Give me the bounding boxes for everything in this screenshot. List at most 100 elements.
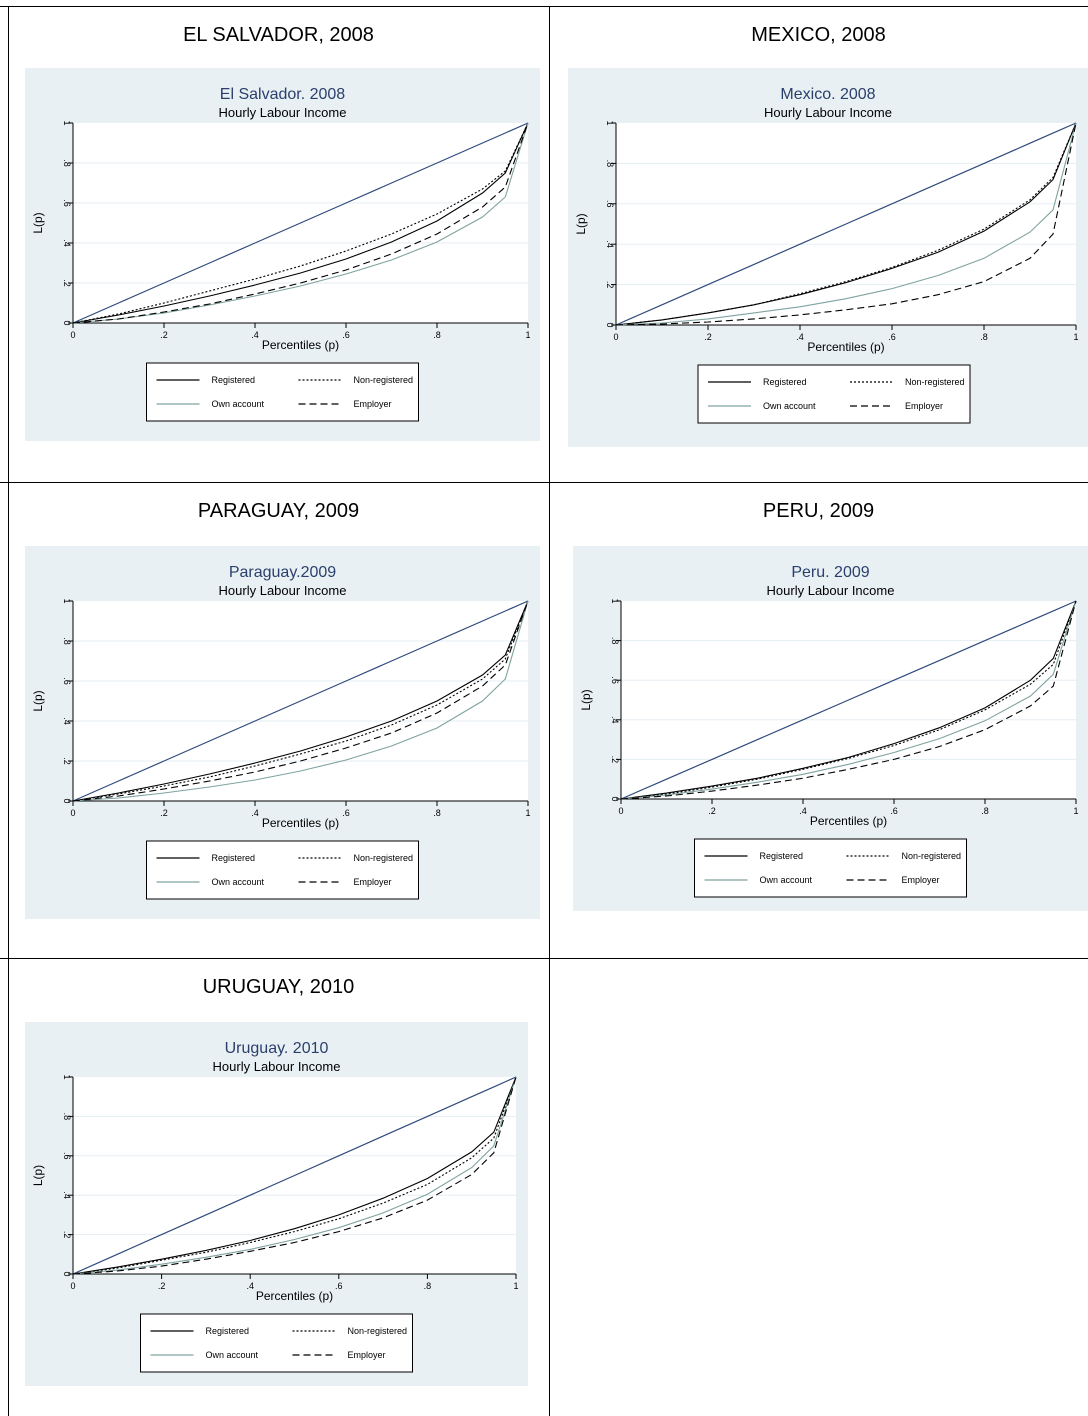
- x-tick-label: .4: [251, 808, 259, 818]
- chart-title: Mexico. 2008: [780, 86, 875, 103]
- series-line-non-registered: [72, 1076, 517, 1275]
- x-tick-label: .8: [433, 808, 441, 818]
- chart-subtitle: Hourly Labour Income: [767, 583, 895, 598]
- y-tick-label: .4: [605, 240, 615, 248]
- y-tick-label: .2: [62, 757, 72, 765]
- x-tick-label: .2: [704, 332, 712, 342]
- y-tick-label: .8: [605, 160, 615, 168]
- grid-border-row1: [0, 482, 1088, 483]
- chart-title: El Salvador. 2008: [220, 86, 346, 103]
- y-tick-label: .8: [62, 637, 72, 645]
- y-tick-label: .4: [62, 239, 72, 247]
- legend: Registered Non-registered Own account Emplo…: [694, 838, 967, 898]
- legend-label: Employer: [354, 399, 392, 409]
- chart-subtitle: Hourly Labour Income: [764, 105, 892, 120]
- legend-label: Non-registered: [354, 853, 414, 863]
- series-line-non-registered: [620, 600, 1077, 800]
- y-tick-label: .4: [62, 717, 72, 725]
- x-tick-label: .4: [799, 806, 807, 816]
- y-tick-label: 1: [62, 120, 72, 125]
- legend-label: Non-registered: [348, 1326, 408, 1336]
- x-tick-label: .2: [160, 808, 168, 818]
- chart-panel-uruguay: Uruguay. 2010 Hourly Labour Income 0 .2 .4 .6…: [25, 1022, 528, 1386]
- legend: Registered Non-registered Own account Emplo…: [697, 364, 971, 424]
- x-axis-label: Percentiles (p): [807, 340, 884, 354]
- y-tick-label: .6: [610, 676, 620, 684]
- lorenz-chart: Uruguay. 2010 Hourly Labour Income 0 .2 .4 .6…: [25, 1022, 528, 1386]
- cell-heading: PERU, 2009: [762, 500, 875, 522]
- chart-title: Uruguay. 2010: [225, 1040, 329, 1057]
- x-tick-label: 0: [70, 808, 75, 818]
- y-axis-label: L(p): [31, 212, 45, 233]
- y-tick-label: .6: [62, 1152, 72, 1160]
- x-tick-label: 1: [1073, 332, 1078, 342]
- x-tick-label: 0: [70, 1281, 75, 1291]
- y-tick-label: .4: [62, 1191, 72, 1199]
- y-tick-label: 0: [62, 320, 72, 325]
- series-line-non-registered: [72, 600, 529, 802]
- x-tick-label: 0: [618, 806, 623, 816]
- y-tick-label: 0: [62, 798, 72, 803]
- chart-panel-paraguay: Paraguay.2009 Hourly Labour Income 0 .2 .4 .6…: [25, 546, 540, 919]
- y-axis-label: L(p): [31, 1165, 45, 1186]
- series-line-own-account: [72, 1076, 517, 1275]
- x-tick-label: 1: [513, 1281, 518, 1291]
- y-tick-label: .2: [605, 281, 615, 289]
- legend-label: Registered: [206, 1326, 250, 1336]
- y-tick-label: .6: [62, 677, 72, 685]
- x-tick-label: .4: [796, 332, 804, 342]
- x-tick-label: .4: [251, 330, 259, 340]
- legend: Registered Non-registered Own account Emplo…: [140, 1313, 413, 1373]
- x-tick-label: .8: [433, 330, 441, 340]
- x-tick-label: .2: [708, 806, 716, 816]
- x-axis-label: Percentiles (p): [262, 338, 339, 352]
- x-tick-label: .6: [342, 808, 350, 818]
- cell-el-salvador: EL SALVADOR, 2008: [8, 6, 549, 482]
- chart-title: Paraguay.2009: [229, 564, 336, 581]
- legend-label: Registered: [763, 377, 807, 387]
- x-axis-label: Percentiles (p): [810, 814, 887, 828]
- x-tick-label: .6: [335, 1281, 343, 1291]
- x-tick-label: .4: [246, 1281, 254, 1291]
- grid-border-mid: [549, 6, 550, 1416]
- x-tick-label: 0: [613, 332, 618, 342]
- lorenz-chart: Peru. 2009 Hourly Labour Income 0 .2 .4 .6 .8 1…: [573, 546, 1088, 911]
- y-axis-label: L(p): [31, 690, 45, 711]
- series-line-equality: [72, 600, 529, 802]
- series-line-employer: [615, 122, 1077, 326]
- y-tick-label: 1: [605, 120, 615, 125]
- legend-label: Own account: [760, 875, 813, 885]
- x-tick-label: .6: [890, 806, 898, 816]
- series-line-equality: [72, 1076, 517, 1275]
- y-tick-label: .6: [62, 199, 72, 207]
- y-tick-label: .8: [62, 159, 72, 167]
- legend-label: Employer: [902, 875, 940, 885]
- series-line-non-registered: [615, 122, 1077, 326]
- lorenz-chart: El Salvador. 2008 Hourly Labour Income 0 .2…: [25, 68, 540, 441]
- legend-box: [146, 840, 419, 900]
- x-axis-label: Percentiles (p): [262, 816, 339, 830]
- grid-border-top: [0, 6, 1088, 7]
- x-tick-label: .8: [980, 332, 988, 342]
- grid-border-row2: [0, 958, 1088, 959]
- grid-border-left: [8, 6, 9, 1416]
- chart-title: Peru. 2009: [791, 564, 869, 581]
- legend-label: Registered: [212, 853, 256, 863]
- y-tick-label: 1: [62, 1074, 72, 1079]
- chart-panel-mexico: Mexico. 2008 Hourly Labour Income 0 .2 .4 .6.…: [568, 68, 1088, 447]
- x-tick-label: .2: [160, 330, 168, 340]
- cell-heading: MEXICO, 2008: [751, 24, 886, 46]
- cell-heading: EL SALVADOR, 2008: [183, 24, 374, 46]
- legend-box: [694, 838, 967, 898]
- cell-peru: PERU, 2009: [549, 482, 1088, 958]
- x-tick-label: .8: [424, 1281, 432, 1291]
- legend: Registered Non-registered Own account Emplo…: [146, 362, 419, 422]
- series-line-equality: [615, 122, 1077, 326]
- y-axis-label: L(p): [574, 213, 588, 234]
- series-line-non-registered: [72, 122, 529, 324]
- legend-label: Non-registered: [354, 375, 414, 385]
- series-line-equality: [72, 122, 529, 324]
- chart-subtitle: Hourly Labour Income: [219, 105, 347, 120]
- legend-label: Own account: [763, 401, 816, 411]
